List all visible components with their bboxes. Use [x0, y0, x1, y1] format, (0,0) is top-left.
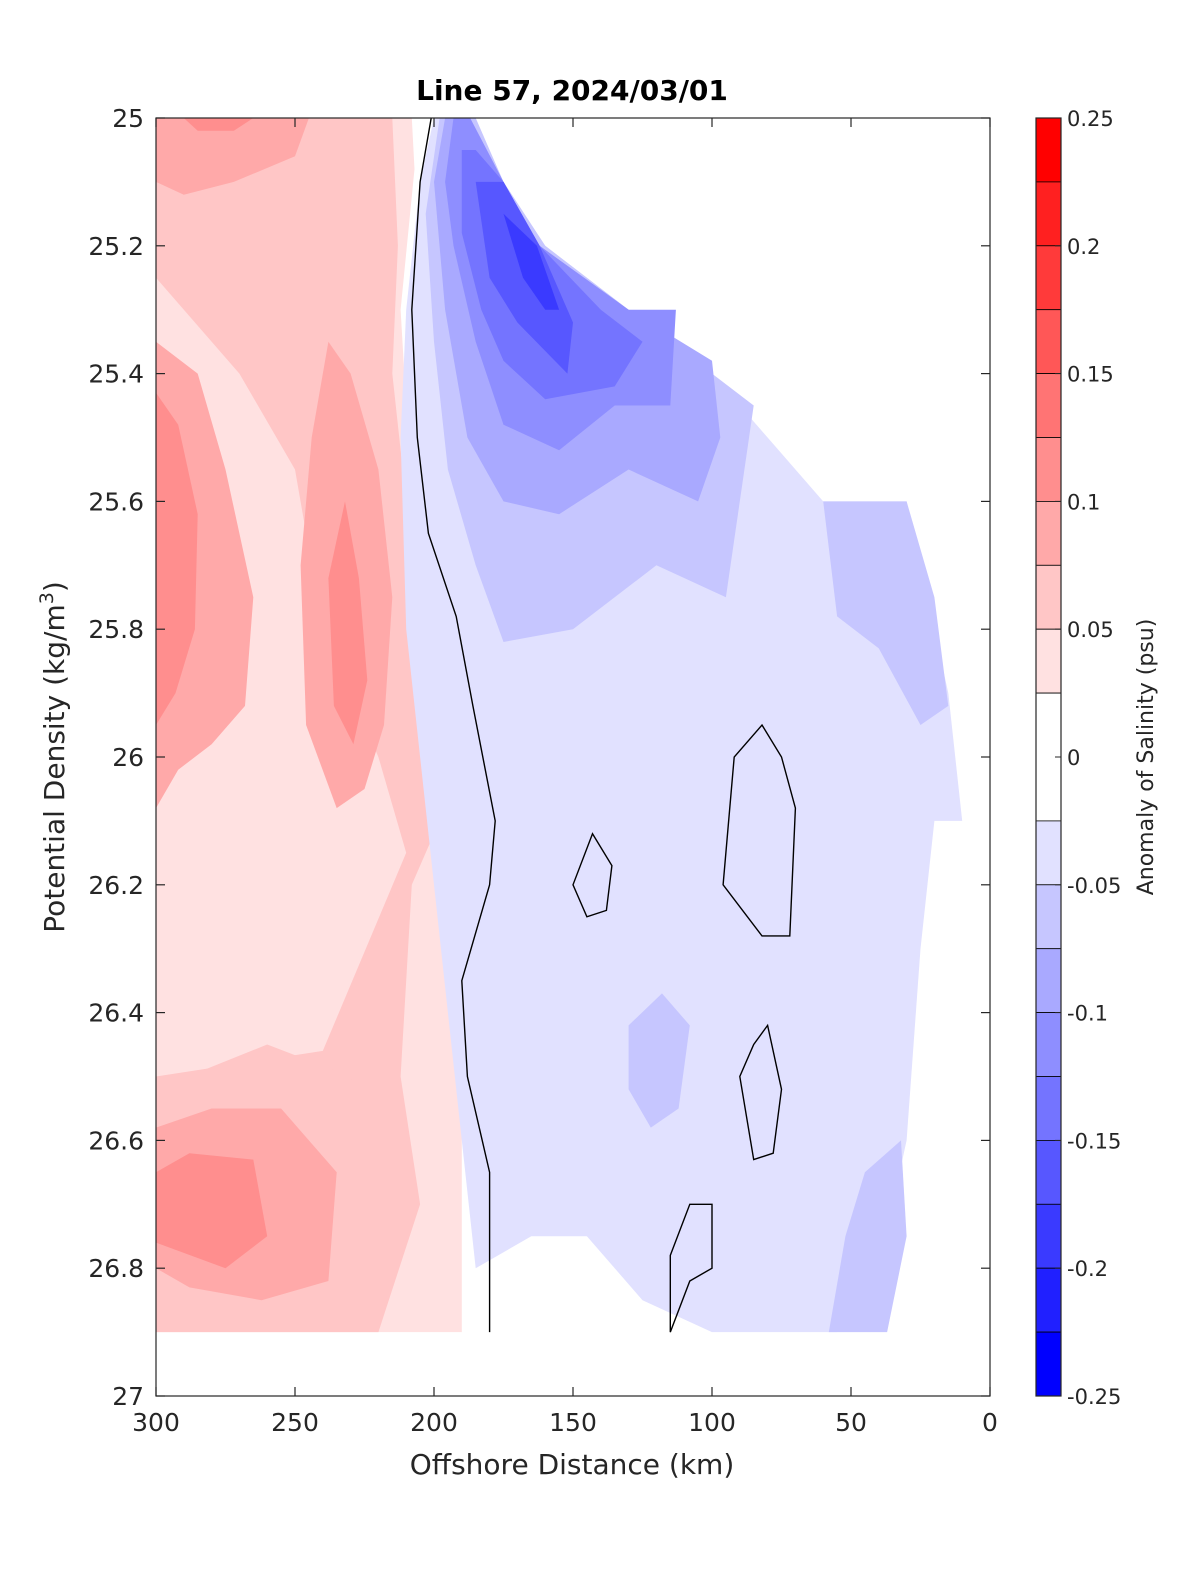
plot-area: 300 250 200 150 100 50 0 2525.225.425.625.8262… — [88, 104, 998, 1437]
colorbar-level — [1035, 117, 1062, 183]
colorbar-level — [1035, 1140, 1062, 1205]
colorbar-ticks: 0.25 0.2 0.15 0.1 0.05 0 -0.05 -0.1 -0.15 -0.2 -0.… — [1055, 107, 1121, 1409]
y-axis-title: Potential Density (kg/m3) — [36, 581, 71, 933]
colorbar-level — [1035, 500, 1062, 566]
colorbar-tick-label: 0.1 — [1067, 490, 1100, 514]
colorbar-level — [1035, 309, 1062, 375]
x-tick-label: 250 — [271, 1408, 319, 1437]
y-tick-label: 25 — [112, 104, 144, 133]
contour-region-pos-15-a — [156, 392, 198, 725]
contour-line-zero-loop-3 — [739, 1023, 783, 1161]
y-axis-ticks: 25 25.2 25.4 25.6 25.8 26 26.2 26.4 26.6 26.8 27 — [88, 104, 990, 1411]
y-tick-label: 25.8 — [88, 615, 144, 644]
y-tick-label: 25.2 — [88, 232, 144, 261]
colorbar-level — [1035, 373, 1062, 438]
chart-title: Line 57, 2024/03/01 — [416, 74, 728, 107]
colorbar-level — [1035, 628, 1062, 694]
y-axis-title-text: Potential Density (kg/m — [38, 604, 71, 933]
colorbar: 0.25 0.2 0.15 0.1 0.05 0 -0.05 -0.1 -0.15 -0.2 -0.… — [1035, 107, 1159, 1409]
colorbar-tick-label: 0 — [1067, 746, 1080, 770]
contour-region-neg-10-d — [628, 993, 690, 1128]
x-tick-label: 100 — [688, 1408, 736, 1437]
y-tick-label: 25.4 — [88, 360, 144, 389]
contour-line-zero-loop-4 — [669, 1203, 713, 1333]
colorbar-levels — [1035, 117, 1062, 1397]
contour-region-neg-10-c — [828, 1140, 907, 1333]
contour-region-neg-35 — [503, 213, 560, 310]
contour-line-zero-main — [411, 117, 496, 1333]
colorbar-tick-label: -0.05 — [1067, 874, 1121, 898]
colorbar-tick-label: -0.2 — [1067, 1257, 1108, 1281]
colorbar-level — [1035, 245, 1062, 311]
colorbar-level — [1035, 181, 1062, 247]
y-tick-label: 26.4 — [88, 999, 144, 1028]
contour-region-pos-05 — [156, 118, 440, 1333]
x-axis-title: Offshore Distance (km) — [410, 1448, 735, 1481]
colorbar-tick-label: 0.2 — [1067, 235, 1100, 259]
colorbar-level — [1035, 1331, 1062, 1397]
colorbar-level — [1035, 437, 1062, 502]
zero-contour-lines — [411, 117, 797, 1333]
y-tick-label: 26.2 — [88, 871, 144, 900]
colorbar-level — [1035, 1203, 1062, 1269]
colorbar-tick-label: -0.15 — [1067, 1129, 1121, 1153]
y-tick-label: 27 — [112, 1382, 144, 1411]
x-tick-label: 50 — [835, 1408, 867, 1437]
x-axis-ticks: 300 250 200 150 100 50 0 — [132, 118, 998, 1437]
colorbar-tick-label: -0.1 — [1067, 1002, 1108, 1026]
colorbar-level — [1035, 948, 1062, 1014]
y-axis-title-superscript: 3 — [36, 592, 58, 604]
x-tick-label: 150 — [549, 1408, 597, 1437]
contour-region-pos-15-b — [328, 501, 368, 745]
colorbar-tick-label: 0.15 — [1067, 363, 1114, 387]
contour-line-zero-loop-1 — [572, 832, 613, 918]
y-axis-title-close: ) — [38, 581, 71, 592]
contour-regions — [156, 118, 963, 1333]
x-tick-label: 0 — [982, 1408, 998, 1437]
colorbar-level — [1035, 1076, 1062, 1141]
contour-region-pos-15-c — [156, 1153, 268, 1269]
contour-line-zero-loop-2 — [722, 723, 797, 937]
colorbar-tick-label: 0.05 — [1067, 618, 1114, 642]
colorbar-level — [1035, 1267, 1062, 1333]
colorbar-level — [1035, 884, 1062, 950]
contour-region-pos-10-top — [156, 118, 309, 195]
x-tick-label: 200 — [410, 1408, 458, 1437]
colorbar-title: Anomaly of Salinity (psu) — [1134, 619, 1159, 896]
y-tick-label: 25.6 — [88, 487, 144, 516]
y-tick-label: 26 — [112, 743, 144, 772]
colorbar-level — [1035, 564, 1062, 630]
colorbar-tick-label: -0.25 — [1067, 1385, 1121, 1409]
x-tick-label: 300 — [132, 1408, 180, 1437]
colorbar-level — [1035, 1012, 1062, 1077]
contour-region-pos-15-top — [183, 118, 254, 131]
colorbar-level — [1035, 820, 1062, 886]
colorbar-tick-label: 0.25 — [1067, 107, 1114, 131]
y-tick-label: 26.8 — [88, 1254, 144, 1283]
y-tick-label: 26.6 — [88, 1126, 144, 1155]
contour-region-neg-10-b — [823, 501, 949, 725]
